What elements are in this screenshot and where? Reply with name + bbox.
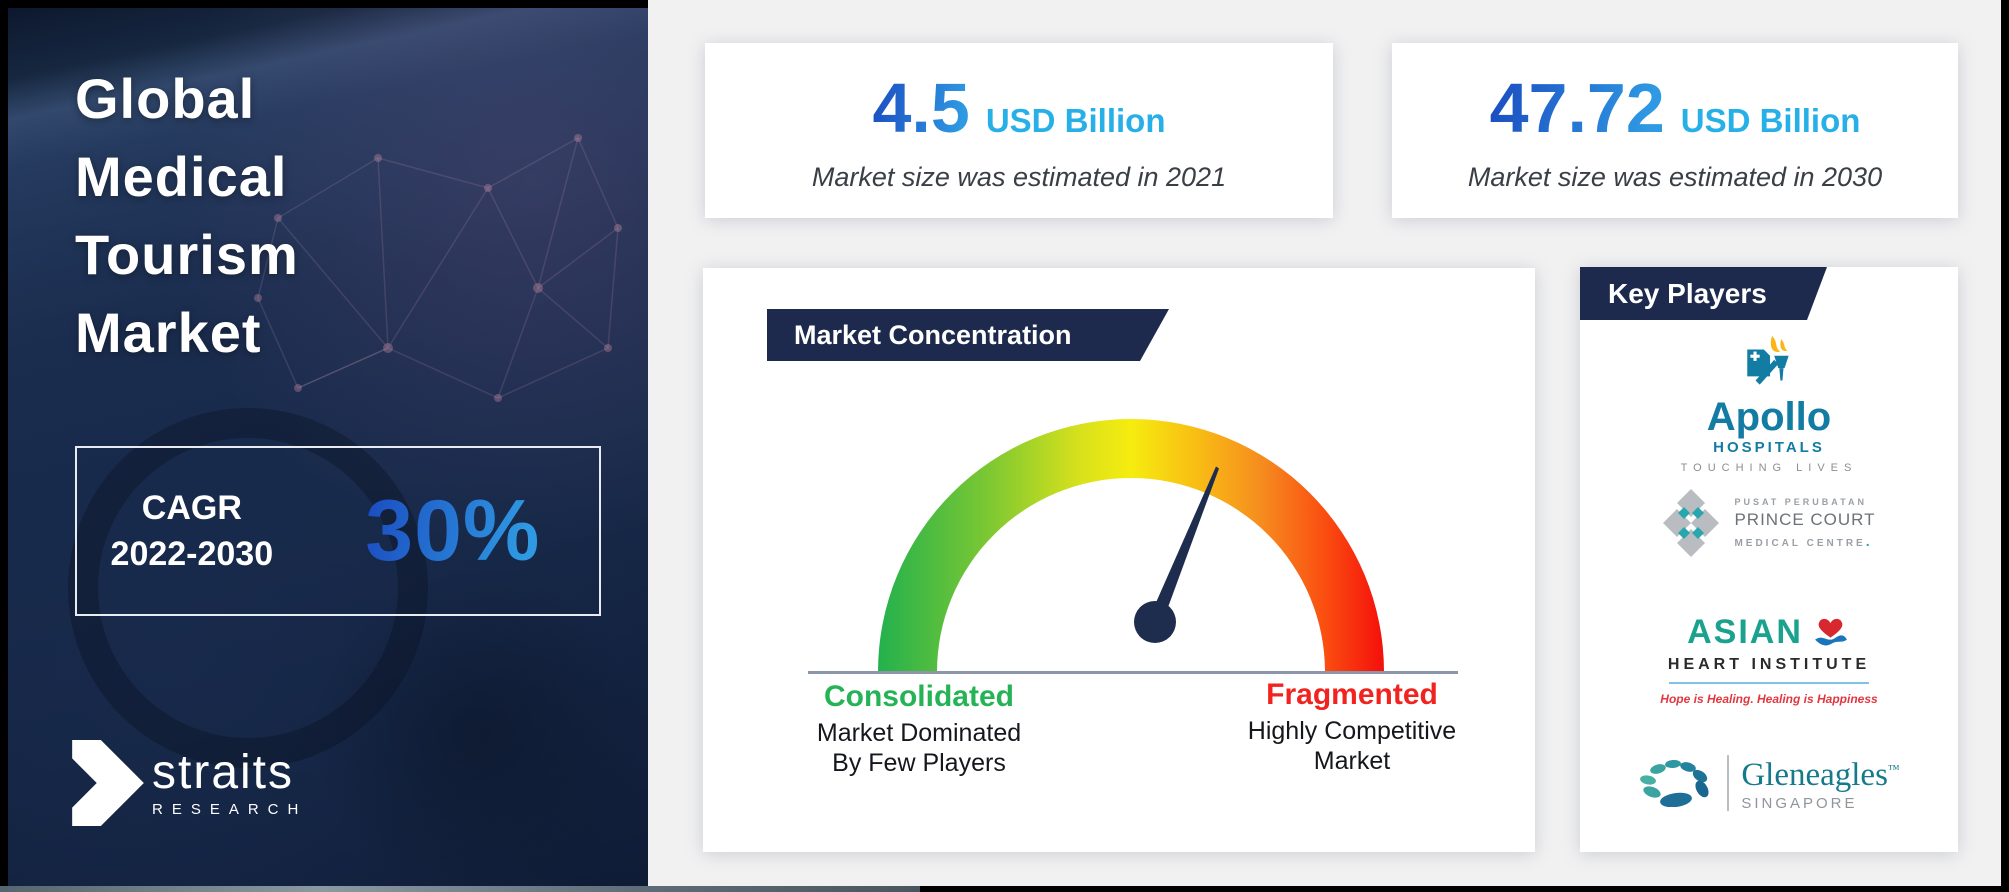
stat-unit: USD Billion xyxy=(1680,102,1861,139)
stat-card-2030: 47.72 USD Billion Market size was estima… xyxy=(1392,43,1958,218)
gleneagles-subtitle: SINGAPORE xyxy=(1741,795,1858,812)
gleneagles-divider xyxy=(1727,754,1730,811)
prince-court-bottom-line: MEDICAL CENTRE. xyxy=(1734,533,1873,549)
cagr-box: CAGR 2022-2030 30% xyxy=(75,446,601,616)
apollo-name: Apollo xyxy=(1706,395,1832,439)
gleneagles-name: Gleneagles™ xyxy=(1741,757,1900,793)
brand-name: straits xyxy=(152,745,295,799)
fragmented-title: Fragmented xyxy=(1266,678,1438,711)
player-asian-heart-institute: ASIAN HEART INSTITUTE Hope is Healing. H… xyxy=(1580,613,1958,706)
asian-heart-divider xyxy=(1669,682,1869,684)
straits-wordmark: straits RESEARCH xyxy=(152,745,308,818)
stat-value-2030: 47.72 xyxy=(1489,69,1665,147)
market-concentration-title: Market Concentration xyxy=(794,319,1072,350)
gleneagles-dots-icon xyxy=(1640,759,1709,807)
gauge-needle xyxy=(1148,466,1219,625)
gauge-label-fragmented: Fragmented Highly Competitive Market xyxy=(1212,678,1492,776)
player-prince-court: PUSAT PERUBATAN PRINCE COURT MEDICAL CEN… xyxy=(1580,485,1958,561)
prince-court-top-line: PUSAT PERUBATAN xyxy=(1734,497,1867,507)
stat-unit: USD Billion xyxy=(985,102,1166,139)
player-apollo-hospitals: Apollo HOSPITALS TOUCHING LIVES xyxy=(1580,335,1958,474)
market-concentration-banner: Market Concentration xyxy=(767,309,1169,361)
cagr-label: CAGR xyxy=(141,489,242,527)
photo-shadow-decoration xyxy=(308,568,648,886)
gauge-needle-pivot xyxy=(1134,601,1176,643)
asian-heart-subtitle: HEART INSTITUTE xyxy=(1667,656,1871,673)
prince-court-text: PUSAT PERUBATAN PRINCE COURT MEDICAL CEN… xyxy=(1734,497,1875,549)
gauge-chart xyxy=(808,419,1458,674)
stat-line: 47.72 USD Billion xyxy=(1490,68,1861,148)
straits-arrow-icon xyxy=(72,740,144,826)
prince-court-diamond-icon xyxy=(1663,489,1720,557)
stat-card-2021: 4.5 USD Billion Market size was estimate… xyxy=(705,43,1333,218)
consolidated-title: Consolidated xyxy=(823,680,1014,713)
stat-value-2021: 4.5 xyxy=(872,69,970,147)
gauge-arc xyxy=(878,419,1384,672)
left-hero-panel: Global Medical Tourism Market CAGR 2022-… xyxy=(8,8,648,886)
title-line-3: Tourism xyxy=(75,223,299,286)
network-mesh-decoration xyxy=(254,134,622,402)
title-line-1: Global xyxy=(75,67,256,130)
cagr-period: 2022-2030 xyxy=(110,535,274,573)
gauge-label-consolidated: Consolidated Market Dominated By Few Pla… xyxy=(789,680,1049,778)
gleneagles-text: Gleneagles™ SINGAPORE xyxy=(1741,753,1900,813)
cagr-value: 30% xyxy=(365,482,541,579)
apollo-torch-icon xyxy=(1747,336,1789,385)
prince-court-name: PRINCE COURT xyxy=(1734,510,1876,529)
stat-caption-2021: Market size was estimated in 2021 xyxy=(811,162,1227,192)
trademark-symbol: ™ xyxy=(1887,762,1900,776)
key-players-title: Key Players xyxy=(1608,277,1767,309)
player-gleneagles: Gleneagles™ SINGAPORE xyxy=(1580,753,1958,812)
apollo-tagline: TOUCHING LIVES xyxy=(1680,462,1858,474)
apollo-subtitle: HOSPITALS xyxy=(1713,439,1825,456)
key-players-banner: Key Players xyxy=(1580,267,1827,320)
bottom-edge-strip xyxy=(0,886,920,892)
asian-heart-name: ASIAN xyxy=(1687,613,1803,651)
key-players-panel: Key Players Apollo HOSPITALS TOUCHING LI… xyxy=(1580,267,1958,852)
asian-heart-tagline: Hope is Healing. Healing is Happiness xyxy=(1660,692,1878,706)
report-title: Global Medical Tourism Market xyxy=(75,60,595,372)
asian-heart-row: ASIAN xyxy=(1687,613,1851,652)
stat-caption-2030: Market size was estimated in 2030 xyxy=(1467,162,1883,192)
consolidated-subtitle: Market Dominated By Few Players xyxy=(816,719,1022,777)
straits-research-logo: straits RESEARCH xyxy=(70,740,307,826)
brand-subtitle: RESEARCH xyxy=(152,800,308,818)
title-line-4: Market xyxy=(75,301,262,364)
stat-line: 4.5 USD Billion xyxy=(873,68,1166,148)
heart-wave-icon xyxy=(1814,618,1847,646)
market-concentration-panel: Market Concentration Con xyxy=(703,268,1535,852)
title-line-2: Medical xyxy=(75,145,288,208)
fragmented-subtitle: Highly Competitive Market xyxy=(1247,717,1457,775)
bottom-edge-black xyxy=(920,886,2009,892)
cagr-value-block: 30% xyxy=(307,482,599,581)
prince-court-teal-dot: . xyxy=(1865,533,1873,549)
cagr-label-block: CAGR 2022-2030 xyxy=(77,485,307,577)
